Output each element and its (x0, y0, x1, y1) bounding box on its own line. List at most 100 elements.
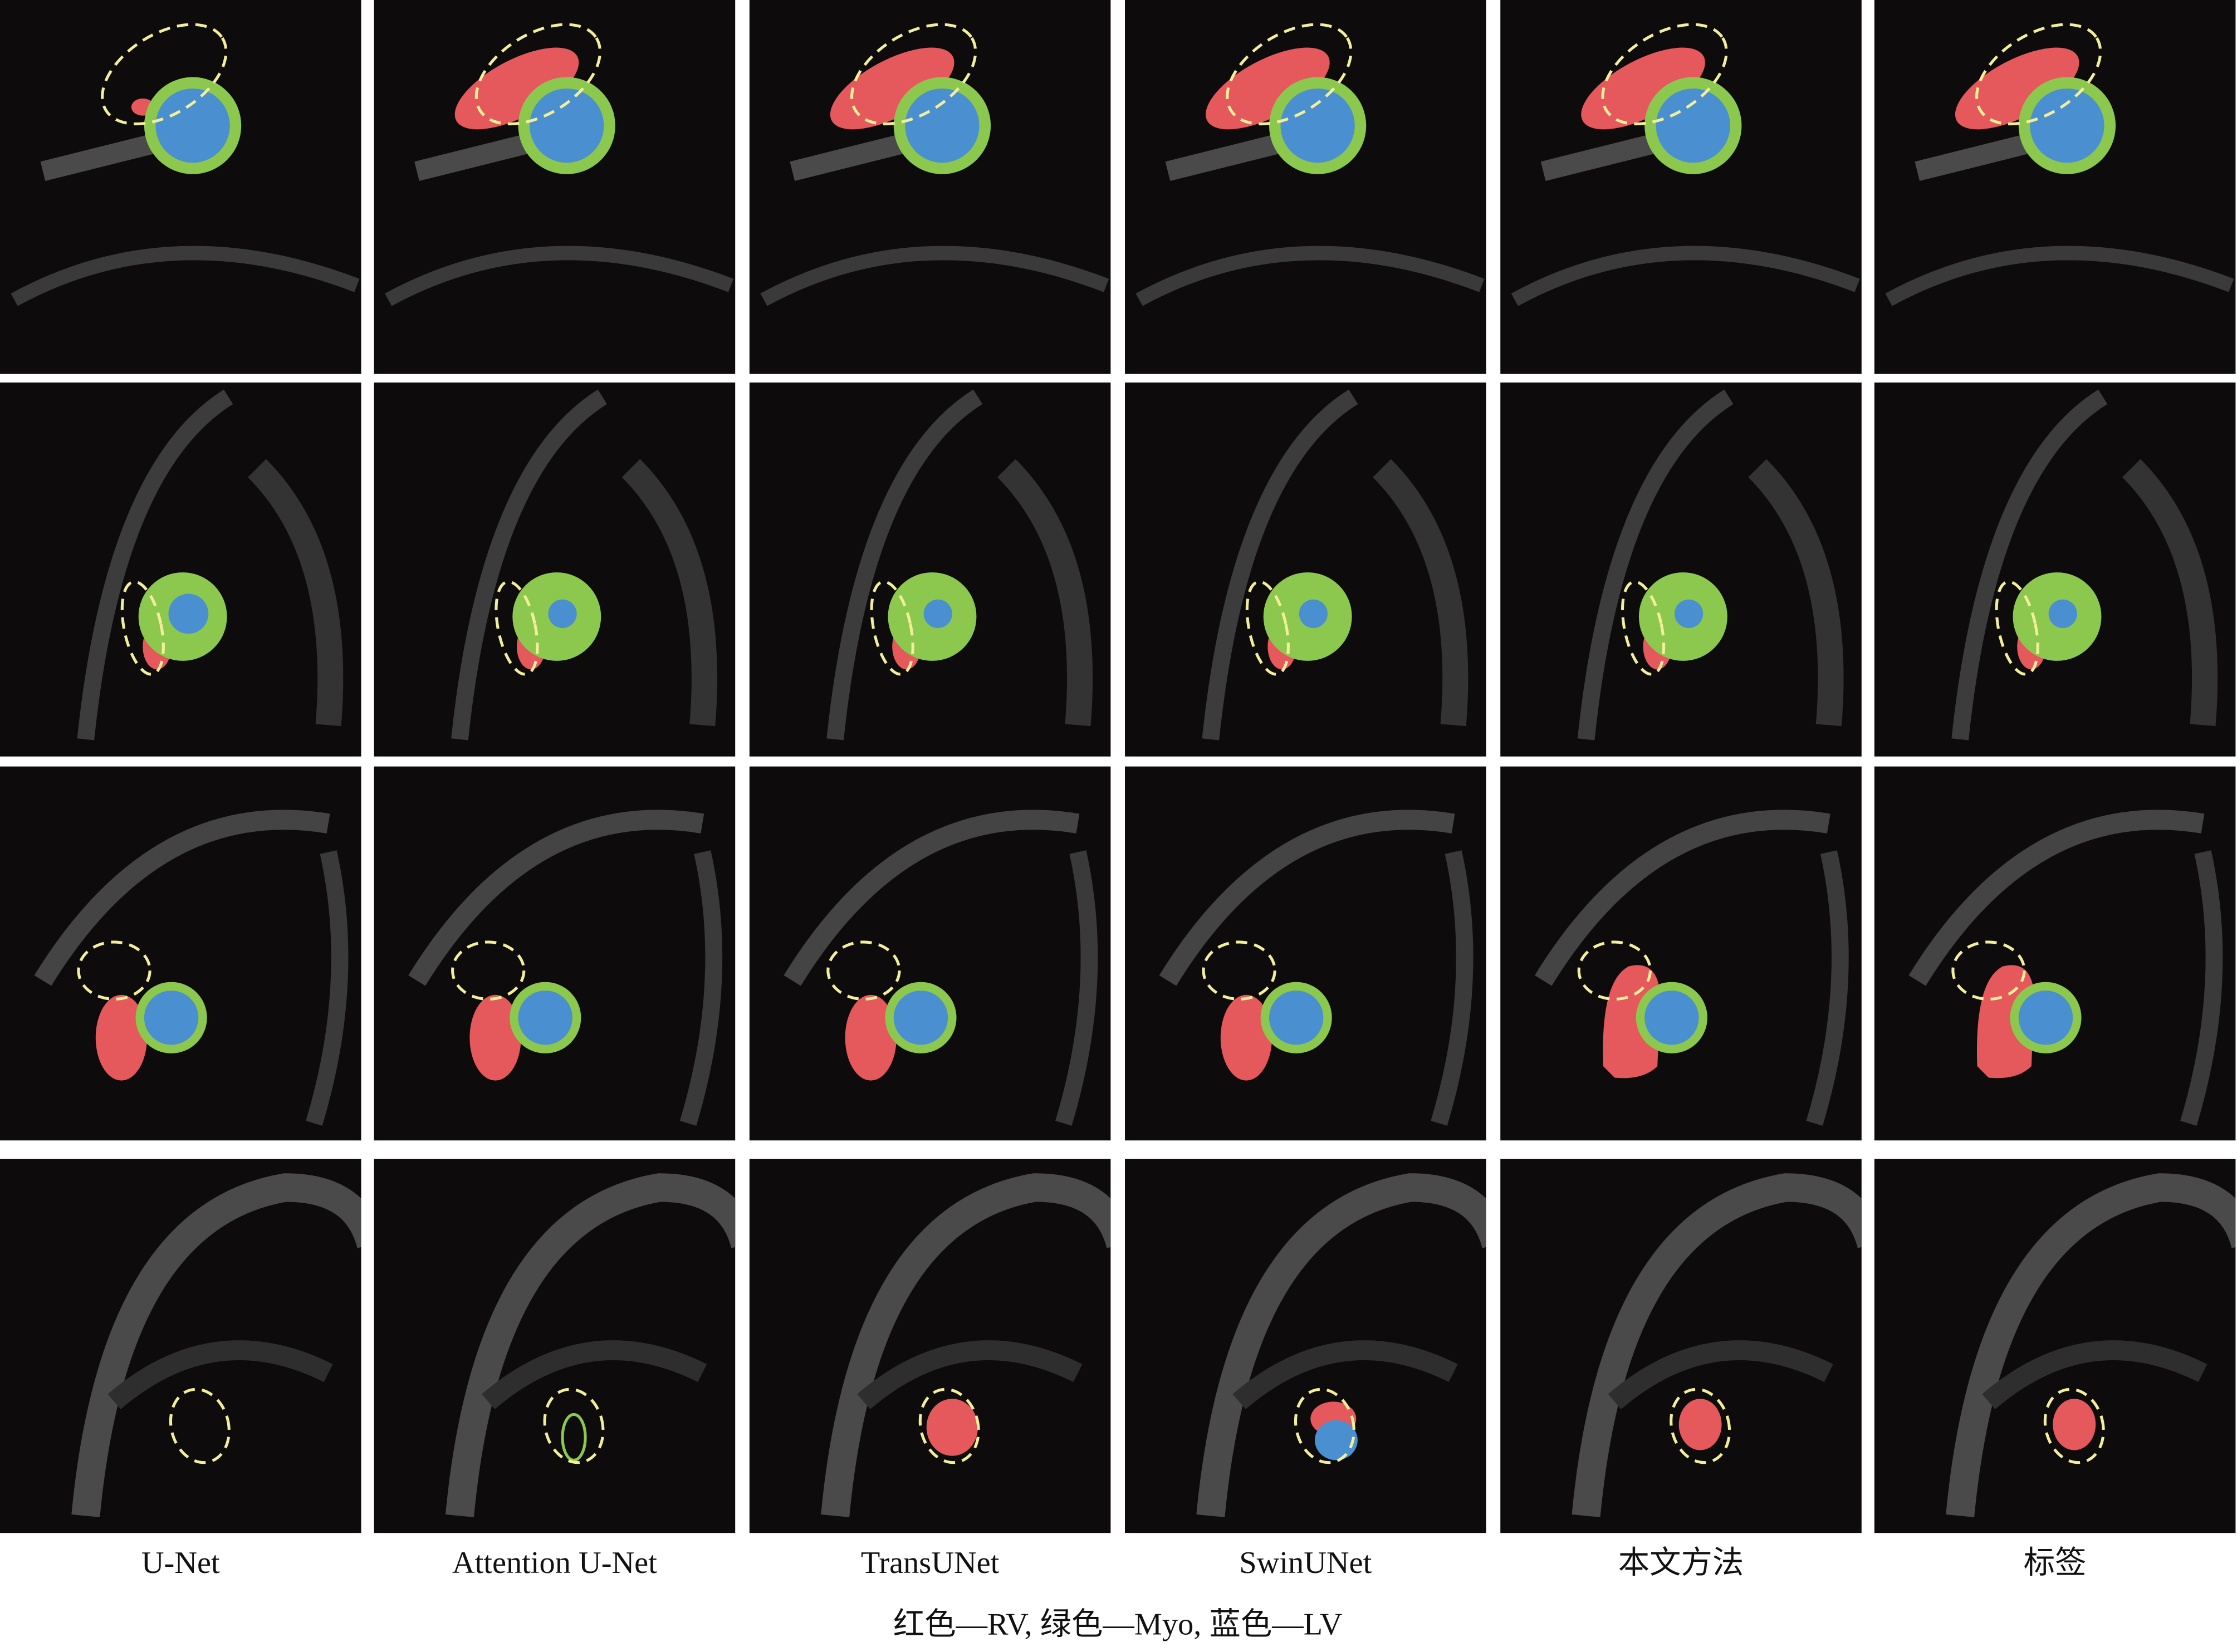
anatomy (1608, 1340, 1833, 1409)
anatomy (385, 246, 734, 306)
anatomy (1431, 850, 1474, 1126)
panel-content (826, 389, 1093, 741)
mri-image (1125, 1159, 1486, 1533)
highlight (101, 23, 228, 126)
highlight (2043, 1388, 2105, 1464)
panel-content (1196, 1173, 1486, 1517)
anatomy (1982, 1340, 2207, 1409)
anatomy (1534, 810, 1830, 986)
highlight (1670, 1388, 1731, 1464)
highlight (1621, 580, 1666, 676)
anatomy (1915, 133, 2034, 182)
panel-content (1951, 389, 2218, 741)
panel-content (1159, 810, 1474, 1126)
lv-seg (530, 88, 604, 163)
rv-seg (95, 994, 148, 1081)
lv-seg (548, 599, 577, 628)
panel-grid (0, 0, 2236, 1533)
rv-seg (469, 994, 521, 1081)
panel-content (71, 1173, 361, 1517)
anatomy (1946, 1173, 2236, 1517)
highlight (1226, 23, 1353, 126)
lv-seg (1280, 88, 1355, 163)
anatomy (1232, 1340, 1458, 1409)
panel (1125, 1159, 1486, 1533)
mri-image (1500, 1159, 1862, 1533)
panel-content (1534, 810, 1849, 1126)
panel-content (1511, 23, 1860, 306)
panel-content (784, 810, 1098, 1126)
anatomy (1202, 389, 1358, 741)
panel-content (1572, 1173, 1862, 1517)
rv-seg (845, 994, 897, 1081)
anatomy (1577, 389, 1734, 741)
highlight (120, 580, 165, 676)
myo-seg (561, 1413, 587, 1462)
mri-image (0, 0, 361, 374)
panel-content (34, 810, 349, 1126)
panel (749, 0, 1111, 374)
lv-seg (2048, 599, 2077, 628)
panel (1500, 383, 1862, 757)
column-label: SwinUNet (1239, 1546, 1372, 1580)
highlight (543, 1388, 605, 1464)
panel (0, 383, 361, 757)
panel-content (1885, 23, 2234, 306)
caption: 红色—RV, 绿色—Myo, 蓝色—LV (893, 1607, 1343, 1641)
column-labels: U-Net Attention U-Net TransUNet SwinUNet 本文方… (141, 1546, 2087, 1580)
anatomy (1373, 459, 1469, 727)
anatomy (1540, 133, 1660, 182)
panel (374, 383, 736, 757)
column-label: Attention U-Net (452, 1546, 657, 1580)
panel-content (445, 1173, 736, 1517)
anatomy (248, 459, 344, 727)
lv-seg (1314, 1420, 1358, 1460)
anatomy (1159, 810, 1455, 986)
mri-image (749, 1159, 1111, 1533)
panel-content (451, 389, 717, 741)
lv-seg (1299, 599, 1328, 628)
highlight (1577, 940, 1652, 1001)
panel-content (760, 23, 1109, 306)
highlight (1202, 940, 1276, 1001)
rv-seg (1955, 47, 2079, 130)
mri-image (0, 1159, 361, 1533)
anatomy (1806, 850, 1849, 1126)
lv-seg (1269, 991, 1324, 1045)
column-label: TransUNet (861, 1546, 1000, 1580)
mri-image (1874, 1159, 2236, 1533)
lv-seg (1656, 88, 1730, 163)
rv-seg (1581, 47, 1705, 130)
anatomy (857, 1340, 1083, 1409)
panel (1500, 0, 1862, 374)
anatomy (997, 459, 1093, 727)
rv-seg (1678, 1399, 1722, 1450)
panel-content (1946, 1173, 2236, 1517)
anatomy (1135, 246, 1485, 306)
anatomy (34, 810, 330, 986)
anatomy (1055, 850, 1098, 1126)
anatomy (621, 459, 717, 727)
panel (1500, 1159, 1862, 1533)
panel (0, 0, 361, 374)
panel (1874, 383, 2236, 757)
lv-seg (2018, 991, 2073, 1045)
anatomy (77, 389, 233, 741)
panel (749, 383, 1111, 757)
anatomy (482, 1340, 707, 1409)
column-label: U-Net (141, 1546, 220, 1580)
anatomy (71, 1173, 361, 1517)
highlight (870, 580, 914, 676)
highlight (1294, 1388, 1355, 1464)
anatomy (1885, 246, 2234, 306)
rv-seg (2053, 1399, 2096, 1450)
panel (374, 1159, 736, 1533)
rv-seg (1220, 994, 1272, 1081)
anatomy (1748, 459, 1844, 727)
column-label: 标签 (2024, 1546, 2087, 1580)
anatomy (40, 133, 160, 182)
panel (0, 1159, 361, 1533)
highlight (918, 1388, 980, 1464)
